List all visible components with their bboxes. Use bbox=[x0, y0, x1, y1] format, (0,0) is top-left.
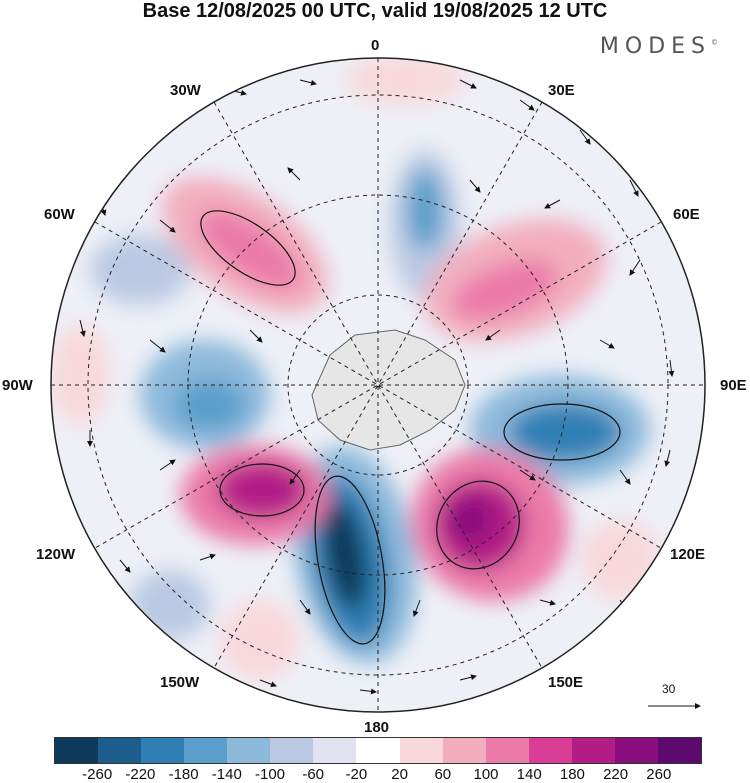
lon-label-150e: 150E bbox=[548, 674, 584, 691]
colorbar-swatch bbox=[313, 738, 357, 763]
colorbar-tick-label: 60 bbox=[434, 766, 452, 783]
lon-label-30e: 30E bbox=[548, 82, 575, 99]
colorbar bbox=[54, 737, 702, 764]
lon-label-90e: 90E bbox=[720, 377, 747, 394]
colorbar-tick-label: -180 bbox=[168, 766, 199, 783]
colorbar-swatch bbox=[485, 738, 529, 763]
map-border bbox=[50, 57, 706, 713]
colorbar-tick-label: 100 bbox=[473, 766, 499, 783]
colorbar-tick-label: -220 bbox=[125, 766, 156, 783]
contours bbox=[200, 210, 621, 645]
lon-label-60w: 60W bbox=[44, 206, 75, 223]
colorbar-tick-label: -60 bbox=[302, 766, 325, 783]
map-title: Base 12/08/2025 00 UTC, valid 19/08/2025… bbox=[142, 0, 608, 22]
lon-label-30w: 30W bbox=[170, 82, 201, 99]
colorbar-tick-label: -260 bbox=[82, 766, 113, 783]
colorbar-tick-label: 260 bbox=[646, 766, 672, 783]
colorbar-tick-label: 220 bbox=[603, 766, 629, 783]
colorbar-swatch bbox=[184, 738, 228, 763]
colorbar-swatch bbox=[55, 738, 99, 763]
graticule bbox=[51, 58, 705, 712]
colorbar-swatch bbox=[614, 738, 658, 763]
colorbar-swatch bbox=[657, 738, 701, 763]
colorbar-tick-label: 20 bbox=[391, 766, 408, 783]
antarctica-outline bbox=[311, 329, 466, 451]
colorbar-swatch bbox=[399, 738, 443, 763]
colorbar-swatch bbox=[141, 738, 185, 763]
colorbar-tick-label: -20 bbox=[345, 766, 368, 783]
colorbar-swatch bbox=[98, 738, 142, 763]
colorbar-swatch bbox=[571, 738, 615, 763]
colorbar-tick-label: -140 bbox=[211, 766, 242, 783]
lon-label-120e: 120E bbox=[670, 546, 706, 563]
lon-label-120w: 120W bbox=[36, 546, 76, 563]
lon-label-60e: 60E bbox=[673, 206, 700, 223]
colorbar-swatch bbox=[442, 738, 486, 763]
colorbar-tick-label: 180 bbox=[559, 766, 585, 783]
colorbar-tick-label: -100 bbox=[254, 766, 286, 783]
colorbar-swatch bbox=[528, 738, 572, 763]
brand-logo: MODES© bbox=[600, 34, 718, 59]
colorbar-tick-label: 140 bbox=[516, 766, 542, 783]
lon-label-180: 180 bbox=[364, 719, 390, 736]
lon-label-150w: 150W bbox=[160, 674, 200, 691]
colorbar-swatch bbox=[356, 738, 400, 763]
brand-text: MODES bbox=[599, 34, 711, 59]
reference-vector-label: 30 bbox=[662, 682, 676, 696]
lon-label-0: 0 bbox=[371, 37, 380, 54]
colorbar-swatch bbox=[270, 738, 314, 763]
lon-label-90w: 90W bbox=[2, 377, 33, 394]
brand-mark: © bbox=[711, 38, 718, 47]
colorbar-swatch bbox=[227, 738, 271, 763]
